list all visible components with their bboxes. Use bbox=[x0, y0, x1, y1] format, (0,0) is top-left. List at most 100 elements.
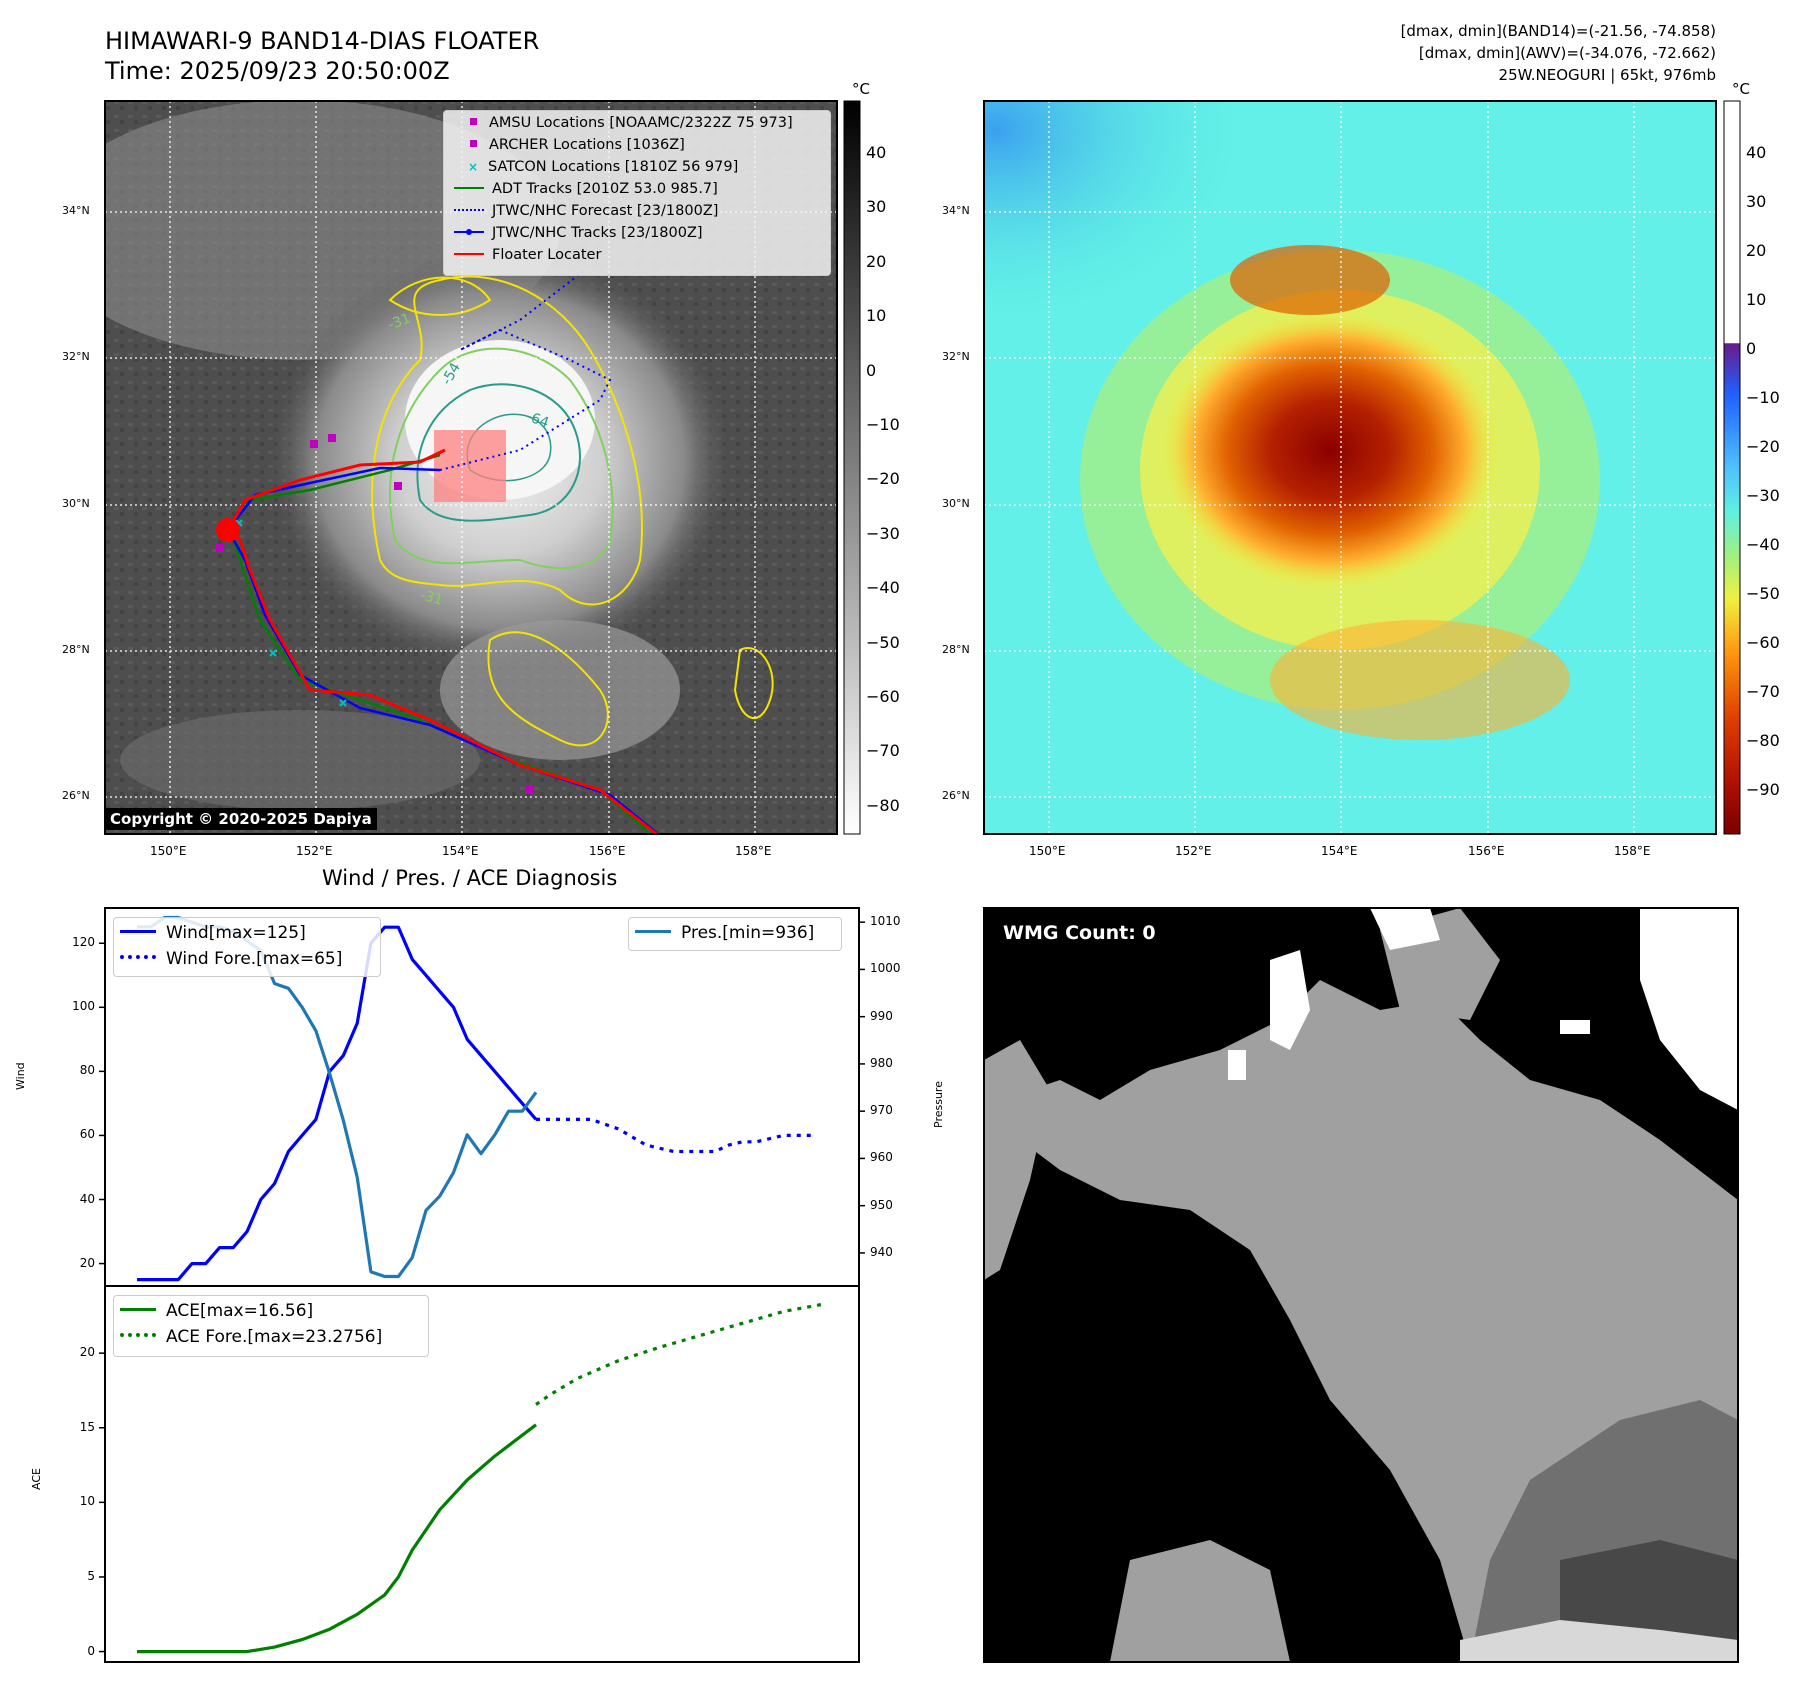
jtwc-forecast-track bbox=[439, 269, 612, 471]
wind-forecast-series-line bbox=[536, 1117, 812, 1154]
colorbar-left-tick: −70 bbox=[866, 741, 900, 761]
wmg-gray-region-south bbox=[1110, 1540, 1290, 1662]
legend-line-icon bbox=[635, 930, 671, 933]
colorbar-left-tick: 20 bbox=[866, 251, 887, 271]
colorbar-right bbox=[1723, 100, 1741, 835]
pressure-tick-label: 940 bbox=[870, 1244, 893, 1259]
wind-series-line bbox=[137, 925, 538, 1282]
pressure-axis-label: Pressure bbox=[932, 1081, 945, 1128]
wmg-frame bbox=[983, 907, 1739, 1663]
legend-dotted-icon bbox=[454, 209, 484, 211]
wmg-white-region-center bbox=[1270, 950, 1310, 1050]
ir-lat-label: 30°N bbox=[62, 497, 90, 510]
pressure-tick-label: 950 bbox=[870, 1197, 893, 1212]
figure-title: HIMAWARI-9 BAND14-DIAS FLOATER bbox=[105, 27, 540, 55]
colorbar-right-tick: −50 bbox=[1746, 584, 1780, 603]
wmg-count-badge: WMG Count: 0 bbox=[995, 918, 1164, 948]
wind-tick-label: 100 bbox=[72, 999, 95, 1014]
copyright-badge: Copyright © 2020-2025 Dapiya bbox=[105, 808, 377, 830]
legend-item-floater: Floater Locater bbox=[454, 247, 601, 263]
legend-line-icon bbox=[454, 253, 484, 255]
colorbar-left-tick: 40 bbox=[866, 143, 887, 162]
legend-line-icon bbox=[120, 930, 156, 933]
legend-item-satcon: × SATCON Locations [1810Z 56 979] bbox=[468, 159, 739, 175]
legend-line-icon bbox=[120, 1308, 156, 1311]
colorbar-right-tick: 40 bbox=[1746, 143, 1767, 162]
colorbar-right-unit: °C bbox=[1732, 80, 1750, 98]
info-storm: 25W.NEOGURI | 65kt, 976mb bbox=[1498, 66, 1716, 84]
colorbar-right-tick: −30 bbox=[1746, 486, 1780, 505]
ace-tick-label: 20 bbox=[79, 1345, 95, 1360]
legend-x-icon: × bbox=[468, 160, 479, 174]
colorbar-right-tick: 30 bbox=[1746, 192, 1767, 211]
contour-yellow-east bbox=[733, 647, 774, 720]
ace-legend: ACE[max=16.56] ACE Fore.[max=23.2756] bbox=[113, 1295, 429, 1357]
wv-north-band bbox=[1230, 245, 1390, 315]
wv-lat-label: 32°N bbox=[942, 350, 970, 363]
wmg-white-region-topright bbox=[1640, 908, 1738, 1110]
colorbar-left-tick: 10 bbox=[866, 306, 887, 326]
pressure-tick-label: 970 bbox=[870, 1103, 893, 1118]
wmg-white-region-top bbox=[1370, 908, 1440, 950]
legend-item-forecast: JTWC/NHC Forecast [23/1800Z] bbox=[454, 203, 718, 219]
legend-item-adt: ADT Tracks [2010Z 53.0 985.7] bbox=[454, 181, 718, 197]
wind-tick-label: 40 bbox=[79, 1191, 95, 1206]
ir-cloud-southwest bbox=[120, 710, 480, 810]
legend-dotted-icon bbox=[120, 1333, 156, 1337]
ir-lat-label: 32°N bbox=[62, 350, 90, 363]
legend-item-archer: ARCHER Locations [1036Z] bbox=[454, 137, 685, 153]
pressure-tick-label: 1000 bbox=[870, 961, 901, 976]
colorbar-right-tick: 0 bbox=[1746, 339, 1757, 358]
wv-south-band bbox=[1270, 620, 1570, 740]
wv-lon-label: 154°E bbox=[1321, 844, 1358, 858]
wv-lon-label: 158°E bbox=[1614, 844, 1651, 858]
ace-tick-label: 10 bbox=[79, 1494, 95, 1509]
wind-tick-label: 20 bbox=[79, 1255, 95, 1270]
wind-axis-label: Wind bbox=[14, 1062, 27, 1090]
contour-yellow-band bbox=[487, 631, 609, 747]
floater-box bbox=[434, 430, 506, 502]
amsu-markers bbox=[216, 434, 533, 794]
legend-square-icon bbox=[470, 118, 477, 125]
wv-lat-label: 26°N bbox=[942, 789, 970, 802]
legend-item-wind-forecast: Wind Fore.[max=65] bbox=[120, 949, 342, 969]
ir-lon-label: 152°E bbox=[296, 844, 333, 858]
legend-item-pressure: Pres.[min=936] bbox=[635, 923, 814, 943]
legend-item-amsu: AMSU Locations [NOAAMC/2322Z 75 973] bbox=[454, 115, 793, 131]
ir-lon-label: 150°E bbox=[150, 844, 187, 858]
wv-storm-core bbox=[1160, 310, 1500, 590]
ace-tick-label: 5 bbox=[87, 1568, 95, 1583]
wmg-panel bbox=[984, 908, 1738, 1662]
colorbar-right-tick: −20 bbox=[1746, 437, 1780, 456]
colorbar-right-tick: −90 bbox=[1746, 780, 1780, 799]
wv-lat-label: 34°N bbox=[942, 204, 970, 217]
storm-center-marker bbox=[216, 518, 240, 542]
wv-lon-label: 152°E bbox=[1175, 844, 1212, 858]
colorbar-right-tick: −10 bbox=[1746, 388, 1780, 407]
ir-lon-label: 158°E bbox=[735, 844, 772, 858]
contour-teal-inner bbox=[416, 383, 581, 522]
contour-yellow-north bbox=[388, 276, 492, 316]
wv-map-gridlines bbox=[984, 101, 1716, 834]
colorbar-left-tick: 30 bbox=[866, 197, 887, 217]
wv-map-frame bbox=[983, 100, 1717, 835]
legend-square-icon bbox=[470, 140, 477, 147]
legend-item-ace-forecast: ACE Fore.[max=23.2756] bbox=[120, 1327, 382, 1347]
contour-yellow-outer bbox=[371, 275, 643, 606]
legend-item-ace: ACE[max=16.56] bbox=[120, 1301, 313, 1321]
wv-lat-label: 28°N bbox=[942, 643, 970, 656]
ace-plot-frame bbox=[104, 1285, 860, 1663]
colorbar-right-tick: 20 bbox=[1746, 241, 1767, 260]
colorbar-right-tick: −70 bbox=[1746, 682, 1780, 701]
ace-tick-label: 15 bbox=[79, 1419, 95, 1434]
pressure-tick-label: 1010 bbox=[870, 914, 901, 929]
wv-lon-label: 156°E bbox=[1468, 844, 1505, 858]
ace-plot bbox=[99, 1302, 826, 1654]
ace-tick-label: 0 bbox=[87, 1643, 95, 1658]
wv-map-panel bbox=[984, 101, 1716, 834]
ace-forecast-series-line bbox=[535, 1302, 826, 1406]
wmg-white-patch bbox=[1560, 1020, 1590, 1034]
ir-map-frame bbox=[104, 100, 838, 835]
